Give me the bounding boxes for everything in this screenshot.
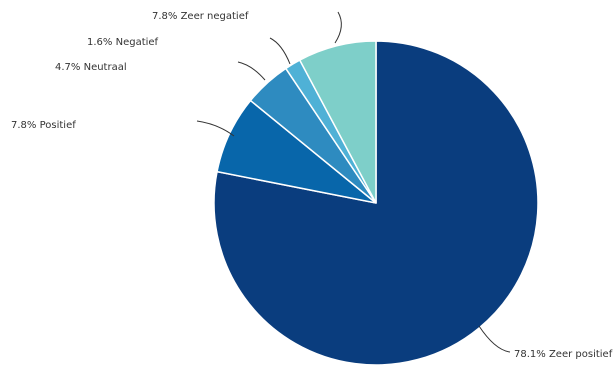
pie-slice-zeer-negatief [298,40,377,204]
leader-line-positief [196,120,235,137]
slice-label-positief: 7.8% Positief [11,120,76,131]
slice-labels: 78.1% Zeer positief 7.8% Positief 4.7% N… [11,11,613,360]
pie-slices [213,40,539,365]
slice-label-neutraal: 4.7% Neutraal [55,62,127,73]
slice-label-zeer-negatief: 7.8% Zeer negatief [152,11,249,22]
leader-line-zeer-positief [478,325,511,353]
leader-line-neutraal [237,61,266,81]
slice-label-zeer-positief: 78.1% Zeer positief [514,349,613,360]
leader-lines [196,11,511,353]
slice-label-negatief: 1.6% Negatief [87,37,159,48]
leader-line-zeer-negatief [334,11,342,44]
leader-line-negatief [269,37,291,65]
